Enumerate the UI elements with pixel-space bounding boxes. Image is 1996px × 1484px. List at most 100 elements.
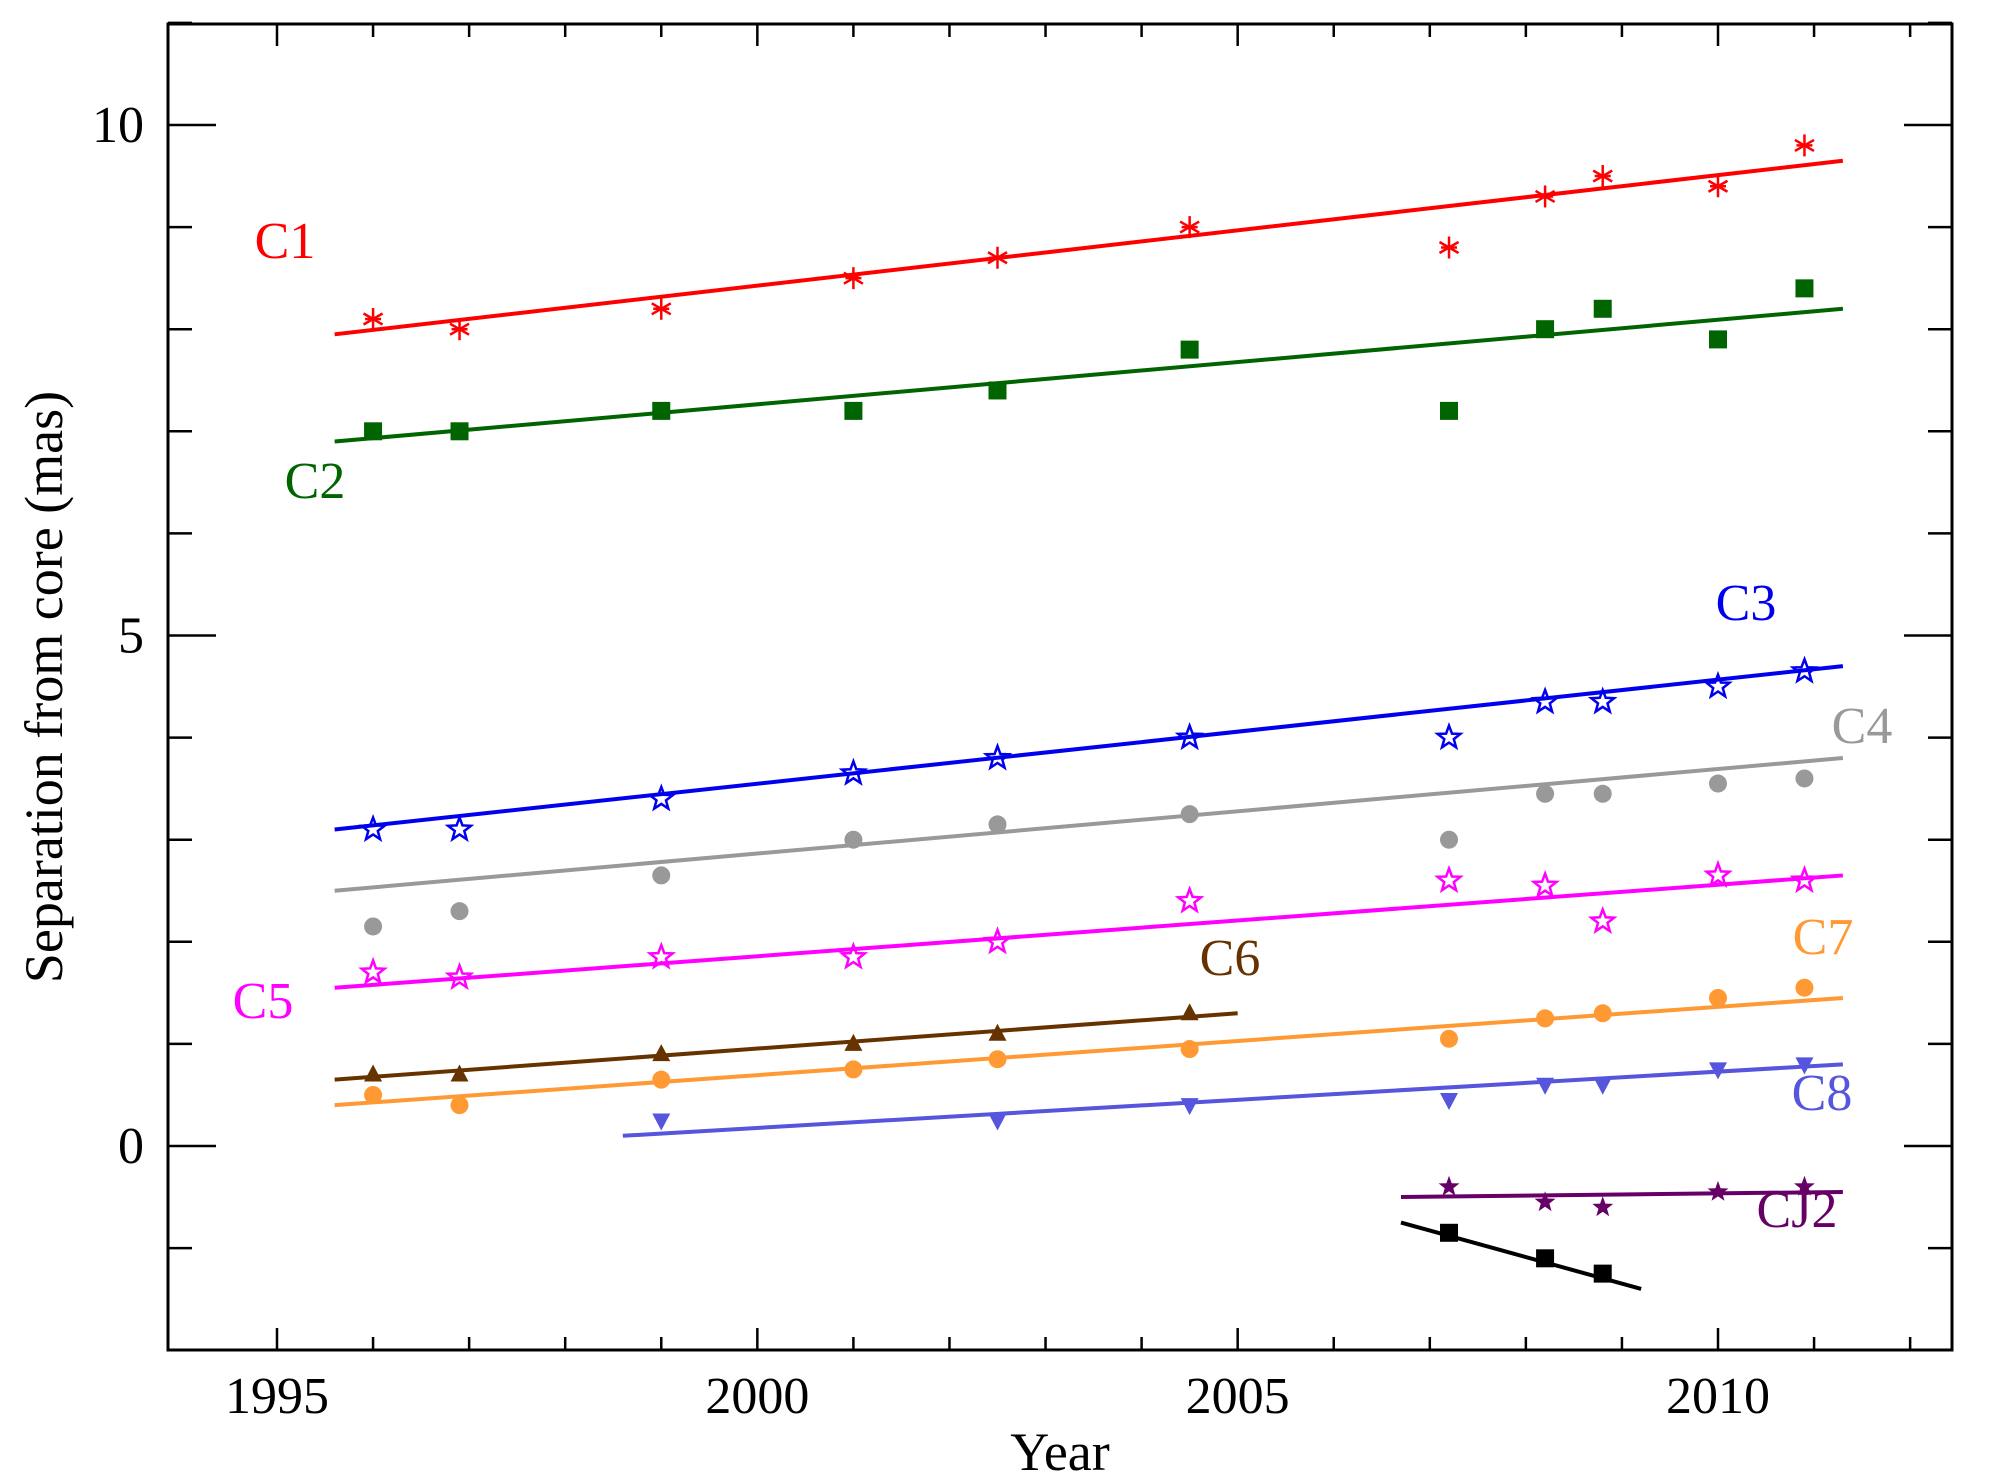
point-c7 bbox=[844, 1060, 863, 1079]
point-c3 bbox=[1530, 686, 1560, 715]
point-c7 bbox=[1709, 988, 1727, 1007]
point-c3 bbox=[838, 757, 869, 786]
series-label-c2: C2 bbox=[285, 453, 346, 510]
series-label-cj2: CJ2 bbox=[1757, 1182, 1838, 1239]
point-unlabeled bbox=[1593, 1264, 1612, 1283]
point-c7 bbox=[988, 1050, 1007, 1069]
point-c2 bbox=[1180, 340, 1199, 359]
series-label-c8: C8 bbox=[1792, 1065, 1853, 1122]
point-cj2 bbox=[1534, 1191, 1556, 1212]
fit-line-c7 bbox=[334, 995, 1844, 1108]
point-c6 bbox=[988, 1023, 1007, 1041]
point-c5 bbox=[838, 941, 869, 970]
point-c7 bbox=[1795, 978, 1814, 997]
point-c2 bbox=[1709, 330, 1727, 349]
point-c3 bbox=[444, 813, 475, 843]
x-tick-label: 2010 bbox=[1666, 1368, 1770, 1425]
point-c7 bbox=[1593, 1004, 1612, 1023]
plot-frame bbox=[166, 22, 1954, 1352]
point-c2 bbox=[1536, 320, 1555, 339]
point-c4 bbox=[1593, 784, 1612, 803]
x-tick-label: 2000 bbox=[705, 1368, 809, 1425]
point-c5 bbox=[1174, 885, 1205, 914]
series-label-c4: C4 bbox=[1832, 698, 1893, 755]
point-c1 bbox=[449, 318, 470, 341]
point-c8 bbox=[988, 1113, 1007, 1131]
point-c2 bbox=[364, 422, 383, 441]
point-c8 bbox=[1536, 1077, 1555, 1095]
point-c8 bbox=[1440, 1093, 1459, 1111]
point-c1 bbox=[1592, 165, 1613, 188]
point-c1 bbox=[362, 307, 384, 330]
point-c4 bbox=[450, 902, 469, 921]
point-c4 bbox=[1709, 774, 1727, 793]
point-c5 bbox=[1789, 864, 1820, 894]
point-c4 bbox=[844, 830, 863, 849]
point-c2 bbox=[1593, 299, 1612, 318]
point-c8 bbox=[1709, 1062, 1727, 1080]
point-c4 bbox=[988, 815, 1007, 834]
fit-line-cj2 bbox=[1400, 1189, 1843, 1200]
fit-line-c8 bbox=[622, 1062, 1844, 1138]
x-tick-label: 2005 bbox=[1186, 1368, 1290, 1425]
point-c3 bbox=[1587, 686, 1618, 715]
point-c1 bbox=[1534, 185, 1556, 208]
series-label-c7: C7 bbox=[1793, 909, 1854, 966]
point-c5 bbox=[982, 926, 1013, 955]
point-c1 bbox=[1794, 134, 1815, 157]
point-c3 bbox=[1703, 670, 1733, 700]
data-points bbox=[358, 134, 1820, 1283]
x-axis-title: Year bbox=[1010, 1422, 1110, 1482]
point-c1 bbox=[1179, 216, 1200, 239]
point-c3 bbox=[358, 813, 388, 843]
point-c1 bbox=[1707, 175, 1729, 198]
point-c4 bbox=[1440, 830, 1459, 849]
point-unlabeled bbox=[1536, 1249, 1555, 1268]
point-cj2 bbox=[1592, 1196, 1614, 1217]
point-unlabeled bbox=[1440, 1223, 1459, 1242]
point-c5 bbox=[444, 961, 475, 991]
point-c1 bbox=[843, 267, 864, 290]
point-c1 bbox=[987, 246, 1008, 269]
point-c2 bbox=[1440, 401, 1459, 420]
point-c6 bbox=[364, 1064, 383, 1082]
point-c1 bbox=[651, 297, 672, 320]
point-c7 bbox=[652, 1070, 671, 1089]
point-c4 bbox=[1795, 769, 1814, 788]
fit-line-c2 bbox=[334, 306, 1844, 444]
point-c2 bbox=[450, 422, 469, 441]
point-c2 bbox=[844, 401, 863, 420]
fit-line-c4 bbox=[334, 756, 1844, 893]
point-c6 bbox=[450, 1064, 469, 1082]
point-c3 bbox=[646, 783, 677, 812]
point-c7 bbox=[1440, 1029, 1459, 1048]
y-tick-label: 0 bbox=[118, 1118, 144, 1175]
fit-line-c1 bbox=[334, 158, 1844, 337]
series-label-c5: C5 bbox=[233, 973, 294, 1030]
axis-tick-labels: 1995 2000 2005 2010 0 5 10 bbox=[92, 97, 1770, 1425]
point-c5 bbox=[1703, 859, 1733, 889]
point-c2 bbox=[652, 401, 671, 420]
series-labels: C1 C2 C3 C4 C5 C6 C7 C8 CJ2 bbox=[233, 213, 1893, 1239]
point-c5 bbox=[646, 941, 677, 970]
point-c5 bbox=[1434, 864, 1464, 894]
point-c2 bbox=[988, 381, 1007, 400]
point-c8 bbox=[1795, 1057, 1814, 1075]
point-c7 bbox=[1536, 1009, 1555, 1028]
point-c5 bbox=[1530, 869, 1560, 899]
point-c6 bbox=[844, 1033, 863, 1051]
point-c7 bbox=[364, 1085, 383, 1104]
point-c4 bbox=[364, 917, 383, 936]
point-cj2 bbox=[1707, 1180, 1729, 1201]
point-c8 bbox=[652, 1113, 671, 1131]
point-c5 bbox=[358, 956, 388, 986]
series-label-c3: C3 bbox=[1716, 575, 1777, 632]
x-tick-label: 1995 bbox=[225, 1368, 329, 1425]
series-label-c1: C1 bbox=[255, 213, 316, 270]
fit-line-c5 bbox=[334, 873, 1844, 990]
point-c4 bbox=[652, 866, 671, 885]
point-c8 bbox=[1180, 1098, 1199, 1116]
point-c4 bbox=[1180, 805, 1199, 824]
point-c6 bbox=[1180, 1003, 1199, 1021]
